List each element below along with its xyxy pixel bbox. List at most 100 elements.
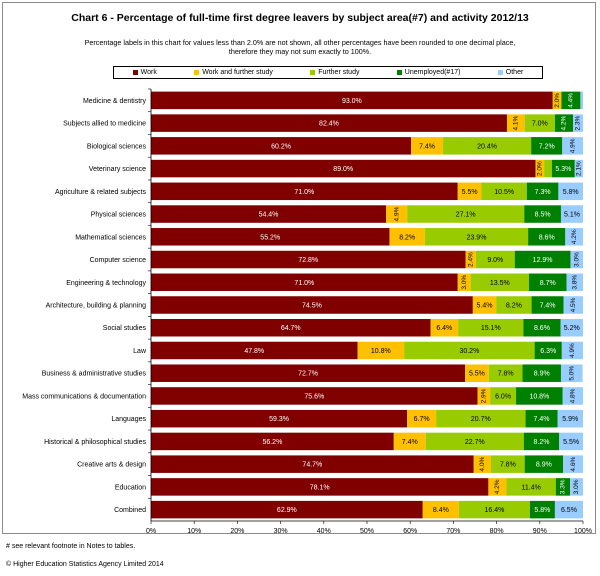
data-label: 74.5%	[302, 303, 322, 310]
data-label: 2.3%	[575, 115, 582, 130]
bar-segment-work-and-further-study	[477, 387, 491, 405]
bar-segment-further-study	[506, 478, 556, 496]
data-label: 6.7%	[414, 416, 430, 423]
bar-segment-unemployed-17	[516, 387, 563, 405]
x-tick-label: 80%	[490, 528, 504, 535]
data-label: 4.8%	[570, 388, 577, 403]
bar-segment-other	[557, 409, 583, 428]
x-tick-label: 90%	[533, 528, 547, 535]
data-label: 5.3%	[555, 166, 571, 173]
bar-segment-unemployed-17	[531, 137, 563, 155]
bar-segment-unemployed-17	[561, 91, 581, 110]
data-label: 2.9%	[481, 388, 488, 403]
bar-segment-other	[559, 432, 583, 451]
category-label: Physical sciences	[91, 212, 147, 219]
x-tick-label: 20%	[230, 528, 244, 535]
bar-segment-other	[561, 341, 583, 360]
data-label: 5.8%	[534, 507, 550, 514]
bar-segment-work	[151, 364, 466, 382]
bar-segment-work-and-further-study	[411, 137, 444, 155]
category-label: Mathematical sciences	[75, 234, 146, 241]
bar-segment-work-and-further-study	[472, 296, 497, 314]
data-label: 27.1%	[456, 212, 476, 219]
legend-swatch	[132, 70, 138, 75]
bar-segment-work	[151, 182, 458, 201]
data-label: 8.4%	[433, 507, 449, 514]
data-label: 6.4%	[436, 325, 452, 332]
data-label: 8.6%	[539, 234, 555, 241]
bar-segment-unemployed-17	[531, 296, 564, 314]
data-label: 23.9%	[467, 234, 487, 241]
data-label: 4.4%	[568, 93, 575, 108]
bar-segment-further-study	[407, 205, 525, 223]
category-label: Historical & philosophical studies	[44, 439, 146, 446]
chart-title: Chart 6 - Percentage of full-time first …	[71, 12, 529, 24]
copyright-notice: © Higher Education Statistics Agency Lim…	[6, 561, 164, 568]
legend-swatch	[497, 70, 503, 75]
category-label: Languages	[111, 416, 146, 423]
bar-segment-other	[570, 478, 583, 496]
bar-segment-other	[560, 205, 583, 223]
data-label: 5.2%	[564, 325, 580, 332]
bar-segment-work-and-further-study	[407, 409, 437, 428]
data-label: 10.8%	[371, 348, 391, 355]
legend-label: Unemployed(#17)	[404, 69, 461, 76]
bar-segment-work	[151, 114, 507, 132]
data-label: 59.3%	[269, 416, 289, 423]
bar-segment-unemployed-17	[525, 409, 558, 428]
data-label: 3.8%	[572, 275, 579, 290]
data-label: 9.0%	[487, 257, 503, 264]
data-label: 8.2%	[534, 439, 550, 446]
chart-legend: Work Work and further study Further study U…	[113, 66, 543, 79]
data-label: 56.2%	[262, 439, 282, 446]
bar-segment-other	[580, 91, 583, 110]
subtitle-line-1: Percentage labels in this chart for valu…	[84, 38, 516, 47]
bar-segment-work	[151, 500, 423, 519]
data-label: 3.0%	[573, 252, 580, 267]
bar-segment-unemployed-17	[524, 455, 564, 473]
data-label: 62.9%	[277, 507, 297, 514]
category-label: Social studies	[103, 325, 147, 332]
data-label: 2.1%	[576, 161, 583, 176]
data-label: 74.7%	[302, 462, 322, 469]
data-label: 30.2%	[459, 348, 479, 355]
category-label: Education	[115, 484, 146, 491]
bar-segment-further-study	[496, 296, 532, 314]
legend-label: Work	[140, 69, 157, 76]
bar-segment-further-study	[524, 114, 555, 132]
bar-segment-work	[151, 137, 412, 155]
data-label: 4.9%	[569, 138, 576, 153]
chart-subtitle: Percentage labels in this chart for valu…	[60, 38, 540, 56]
data-label: 16.4%	[485, 507, 505, 514]
data-label: 3.0%	[461, 275, 468, 290]
bar-segment-other	[560, 318, 583, 337]
bar-segment-other	[573, 114, 583, 132]
category-label: Creative arts & design	[77, 462, 146, 469]
bar-segment-further-study	[424, 228, 529, 246]
bar-segment-work-and-further-study	[357, 341, 405, 360]
data-label: 2.0%	[554, 93, 561, 108]
data-label: 71.0%	[294, 189, 314, 196]
footnote: # see relevant footnote in Notes to tabl…	[6, 543, 136, 550]
data-label: 8.6%	[534, 325, 550, 332]
bar-segment-unemployed-17	[523, 318, 561, 337]
data-label: 2.0%	[537, 161, 544, 176]
data-label: 75.6%	[304, 393, 324, 400]
data-label: 93.0%	[342, 98, 362, 105]
data-label: 5.5%	[462, 189, 478, 196]
data-label: 8.9%	[534, 371, 550, 378]
bar-segment-work	[151, 387, 478, 405]
x-tick-label: 70%	[446, 528, 460, 535]
bar-segment-other	[560, 364, 583, 382]
data-label: 13.5%	[490, 280, 510, 287]
bar-segment-unemployed-17	[534, 341, 562, 360]
data-label: 22.7%	[465, 439, 485, 446]
bar-segment-unemployed-17	[514, 250, 571, 269]
bar-segment-work-and-further-study	[430, 318, 459, 337]
x-tick-label: 60%	[403, 528, 417, 535]
legend-label: Further study	[318, 69, 360, 76]
bar-segment-work	[151, 409, 408, 428]
bar-segment-other	[558, 182, 583, 201]
data-label: 8.2%	[506, 303, 522, 310]
